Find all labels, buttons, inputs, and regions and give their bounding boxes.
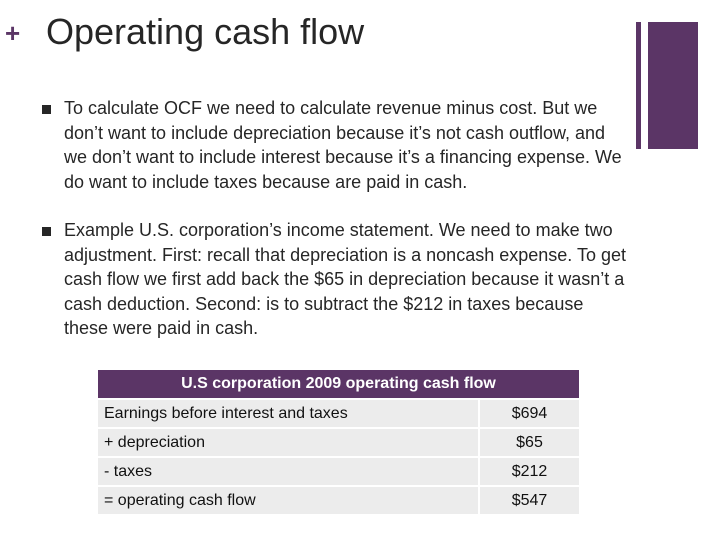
bullet-text: To calculate OCF we need to calculate re… bbox=[64, 98, 622, 192]
table-row: Earnings before interest and taxes $694 bbox=[98, 400, 579, 429]
bullet-text: Example U.S. corporation’s income statem… bbox=[64, 220, 626, 338]
row-label: = operating cash flow bbox=[98, 486, 480, 516]
row-label: + depreciation bbox=[98, 428, 480, 458]
cash-flow-table: U.S corporation 2009 operating cash flow… bbox=[98, 370, 579, 516]
table-row: - taxes $212 bbox=[98, 457, 579, 487]
row-value: $212 bbox=[479, 457, 579, 487]
slide-title: Operating cash flow bbox=[46, 11, 365, 52]
row-label: Earnings before interest and taxes bbox=[98, 400, 480, 429]
accent-bar-thick bbox=[648, 22, 698, 149]
table-header: U.S corporation 2009 operating cash flow bbox=[98, 370, 579, 400]
accent-bar-thin bbox=[636, 22, 641, 149]
bullet-item: Example U.S. corporation’s income statem… bbox=[42, 218, 632, 341]
bullet-list: To calculate OCF we need to calculate re… bbox=[42, 96, 632, 365]
row-value: $694 bbox=[479, 400, 579, 429]
bullet-item: To calculate OCF we need to calculate re… bbox=[42, 96, 632, 194]
row-label: - taxes bbox=[98, 457, 480, 487]
square-bullet-icon bbox=[42, 227, 51, 236]
row-value: $65 bbox=[479, 428, 579, 458]
row-value: $547 bbox=[479, 486, 579, 516]
table-row: + depreciation $65 bbox=[98, 428, 579, 458]
square-bullet-icon bbox=[42, 105, 51, 114]
plus-icon: + bbox=[5, 18, 21, 48]
table-row: = operating cash flow $547 bbox=[98, 486, 579, 516]
